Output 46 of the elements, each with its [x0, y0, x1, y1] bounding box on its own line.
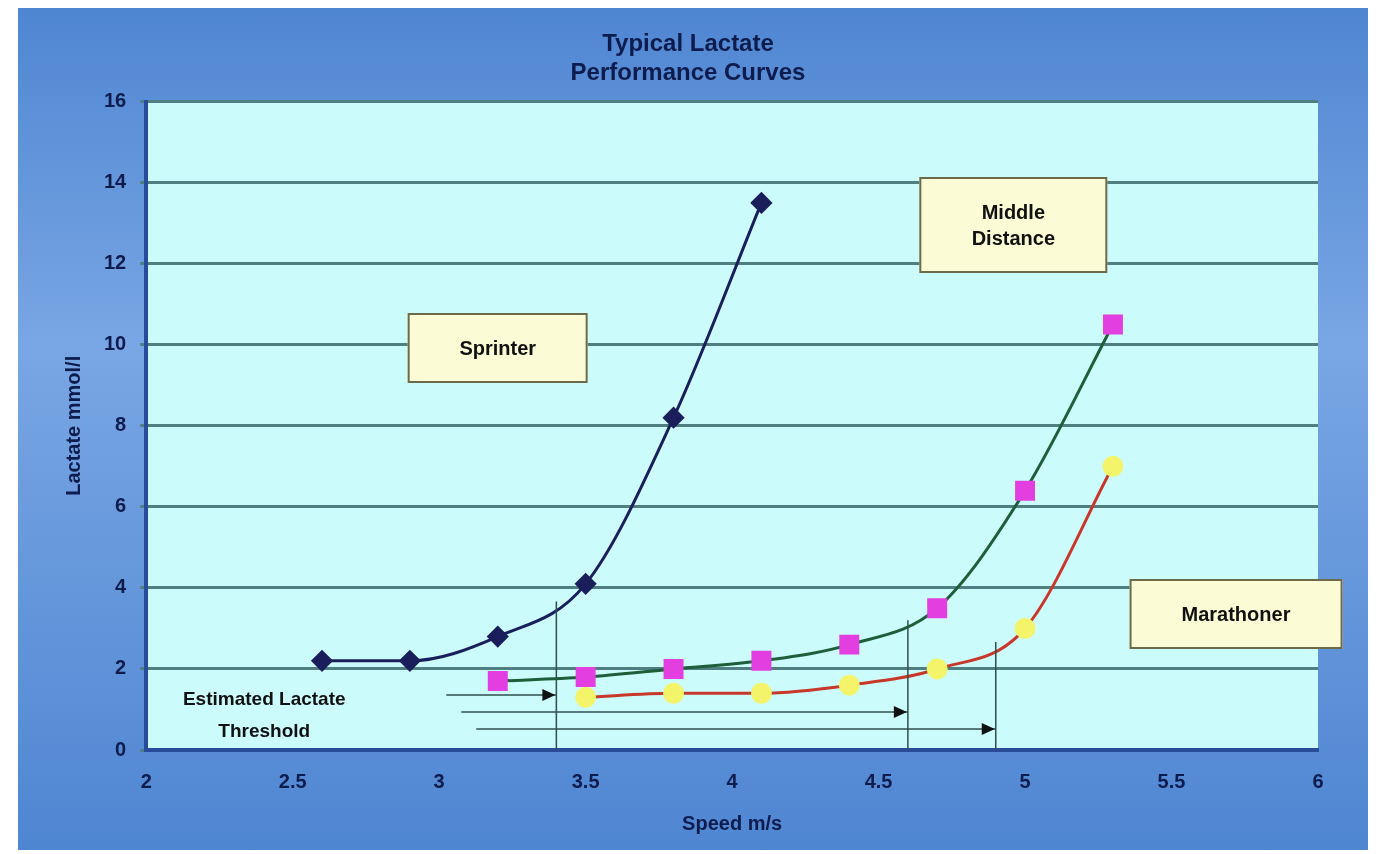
x-tick-label: 4.5 — [864, 769, 893, 792]
y-tick-label: 16 — [104, 89, 127, 112]
text-box: Middle Distance — [919, 176, 1108, 273]
point — [1102, 455, 1124, 477]
y-tick-label: 6 — [115, 494, 127, 517]
x-tick-label: 6 — [1312, 769, 1324, 792]
point — [663, 682, 685, 704]
point — [1014, 617, 1036, 639]
y-axis-title: Lactate mmol/l — [61, 355, 84, 496]
y-tick-label: 12 — [104, 251, 127, 274]
point — [311, 650, 333, 672]
point — [487, 671, 508, 692]
point — [926, 658, 948, 680]
y-tick-label: 2 — [115, 656, 127, 679]
point — [575, 667, 596, 688]
point — [663, 658, 684, 679]
x-tick-label: 3.5 — [571, 769, 600, 792]
x-tick-label: 4 — [726, 769, 739, 792]
point — [927, 598, 948, 619]
x-tick-label: 2.5 — [278, 769, 307, 792]
point — [751, 650, 772, 671]
annotation: Estimated Lactate Threshold — [182, 688, 346, 742]
point — [1015, 480, 1036, 501]
chart-title: Typical Lactate Performance Curves — [570, 29, 806, 85]
y-tick-label: 14 — [104, 170, 128, 193]
x-tick-label: 5.5 — [1157, 769, 1186, 792]
point — [1102, 314, 1123, 335]
x-tick-label: 3 — [433, 769, 445, 792]
y-tick-label: 8 — [115, 413, 127, 436]
y-tick-label: 10 — [104, 332, 127, 355]
point — [487, 626, 509, 648]
point — [399, 650, 421, 672]
y-tick-label: 4 — [115, 575, 128, 598]
y-tick-label: 0 — [115, 737, 127, 760]
point — [575, 686, 597, 708]
point — [838, 674, 860, 696]
point — [663, 407, 685, 429]
text-box: Marathoner — [1129, 578, 1343, 649]
x-tick-label: 5 — [1019, 769, 1031, 792]
point — [750, 192, 772, 214]
text-box: Sprinter — [407, 313, 589, 383]
point — [839, 634, 860, 655]
point — [750, 682, 772, 704]
point — [575, 573, 597, 595]
x-tick-label: 2 — [140, 769, 152, 792]
x-axis-title: Speed m/s — [682, 811, 783, 834]
